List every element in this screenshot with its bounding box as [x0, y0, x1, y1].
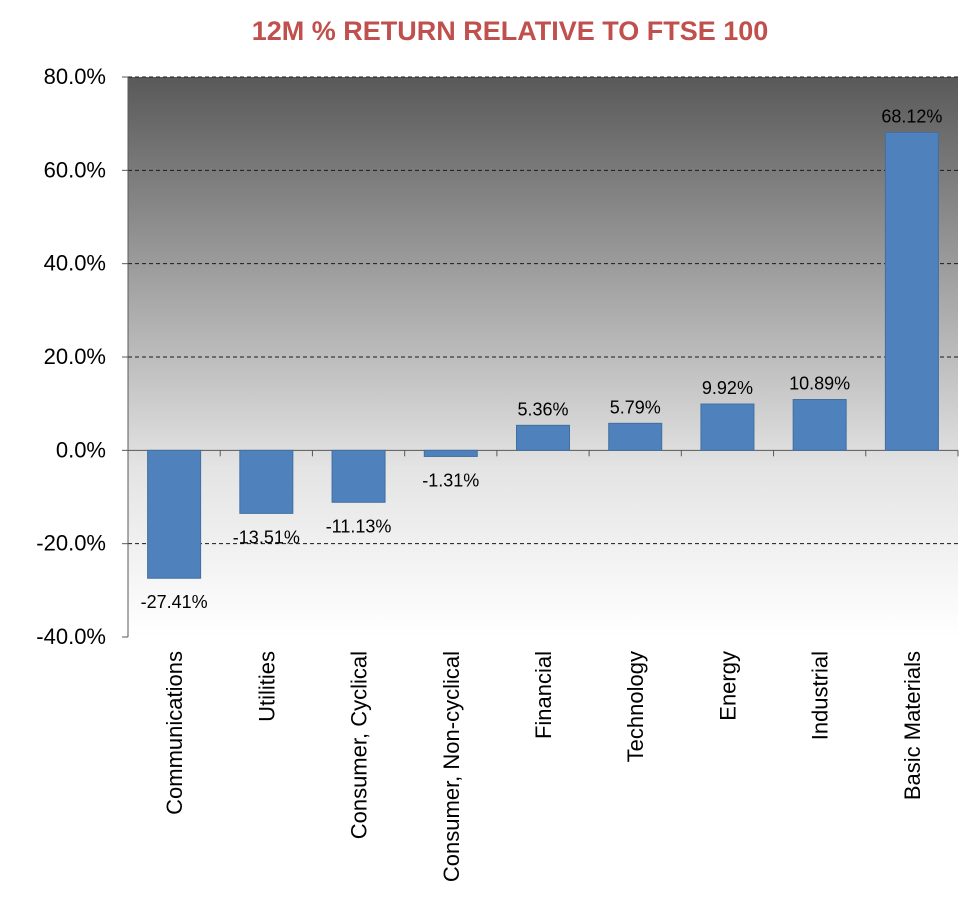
data-label: 5.36% [517, 399, 568, 419]
bar-financial [516, 424, 570, 451]
x-tick-label: Utilities [254, 651, 279, 722]
y-tick-label: 60.0% [44, 157, 106, 182]
bar-consumer-non-cyclical [423, 449, 478, 457]
data-label: -27.41% [141, 592, 208, 612]
data-label: 10.89% [789, 374, 850, 394]
x-tick-label: Financial [531, 651, 556, 739]
y-tick-label: 20.0% [44, 344, 106, 369]
x-tick-label: Consumer, Cyclical [347, 651, 372, 839]
bar-utilities [239, 449, 294, 514]
data-label: -1.31% [422, 470, 479, 490]
x-tick-label: Industrial [808, 651, 833, 740]
gridlines [128, 76, 958, 545]
data-label: 68.12% [881, 106, 942, 126]
data-label: -13.51% [233, 527, 300, 547]
bar-industrial [792, 399, 847, 451]
data-label: -11.13% [326, 516, 392, 536]
y-tick-label: -40.0% [36, 624, 106, 649]
bars [147, 131, 939, 579]
y-tick-label: 40.0% [44, 251, 106, 276]
x-tick-label: Energy [715, 651, 740, 721]
y-axis-tick-labels: 80.0% 60.0% 40.0% 20.0% 0.0% -20.0% -40.0% [36, 64, 106, 649]
data-label: 5.79% [610, 397, 661, 417]
x-tick-label: Technology [623, 651, 648, 762]
y-tick-label: 80.0% [44, 64, 106, 89]
bar-consumer-cyclical [331, 449, 386, 503]
x-axis-tick-labels: Communications Utilities Consumer, Cyclica… [162, 651, 925, 882]
bar-basic-materials [884, 131, 939, 451]
bar-technology [608, 422, 663, 451]
data-labels: -27.41% -13.51% -11.13% -1.31% 5.36% 5.79% 9.9… [141, 106, 943, 612]
y-tick-label: -20.0% [36, 531, 106, 556]
x-tick-label: Communications [162, 651, 187, 815]
chart-title: 12M % RETURN RELATIVE TO FTSE 100 [251, 16, 769, 46]
bar-energy [700, 403, 755, 451]
y-tick-label: 0.0% [56, 437, 106, 462]
x-tick-label: Consumer, Non-cyclical [439, 651, 464, 882]
data-label: 9.92% [702, 378, 753, 398]
bar-communications [147, 449, 202, 579]
x-tick-label: Basic Materials [900, 651, 925, 800]
